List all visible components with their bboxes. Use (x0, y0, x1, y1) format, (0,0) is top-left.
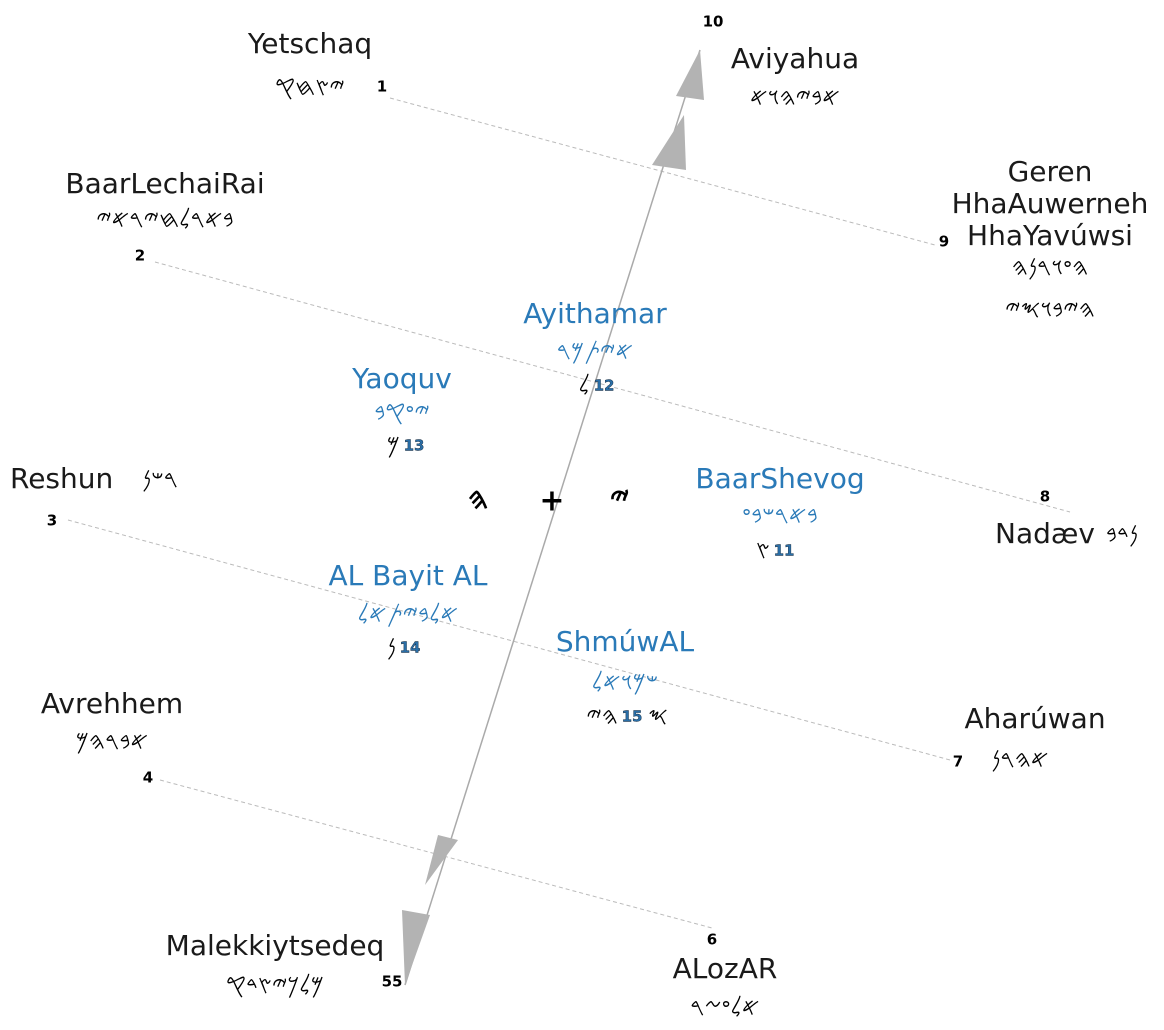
node-name: Ayithamar (523, 297, 667, 330)
node-name: HhaYavúwsi (967, 219, 1133, 252)
node-prefix: 𐤄𐤉 (586, 702, 618, 730)
node-script: 𐤁𐤀𐤓𐤋𐤇𐤉𐤓𐤀𐤉 (96, 205, 234, 233)
node-script: 𐤉𐤑𐤇𐤒 (275, 73, 345, 101)
node-script: 𐤍𐤃𐤁 (1106, 520, 1138, 548)
link (159, 779, 713, 929)
node-number: 9 (939, 233, 949, 251)
center-glyph: 𐤄 (468, 482, 488, 517)
node-number: 1 (377, 78, 387, 96)
node-number: 11 (774, 542, 795, 560)
node-script: 𐤌𐤋𐤊𐤉𐤑𐤃𐤒 (226, 971, 324, 999)
node-script: 𐤀𐤄𐤓𐤍 (991, 745, 1048, 773)
node-name: ShmúwAL (556, 625, 695, 658)
node-script: 𐤉𐤏𐤒𐤁 (374, 398, 430, 426)
node-number: 7 (953, 753, 963, 771)
node-number: 13 (404, 437, 425, 455)
center-glyph: + (539, 484, 564, 519)
node-name: ALozAR (673, 952, 778, 985)
node-script: 𐤀𐤁𐤉𐤄𐤅𐤀 (750, 83, 840, 111)
node-number: 8 (1040, 488, 1050, 506)
center-glyph: 𐤉 (610, 482, 629, 517)
node-name: BaarShevog (695, 462, 864, 495)
node-script: 𐤀𐤁𐤓𐤄𐤌 (76, 727, 149, 755)
node-name: Aviyahua (731, 42, 859, 75)
node-script: 𐤔𐤌𐤅𐤀𐤋 (592, 668, 659, 696)
node-number: 12 (594, 377, 615, 395)
node-number: 15 (622, 708, 643, 726)
node-number: 55 (382, 973, 403, 991)
node-script: 𐤀𐤋𐤏𐤆𐤓 (690, 993, 759, 1021)
node-script: 𐤀𐤉𐤕𐤌𐤓 (557, 337, 634, 365)
node-prefix: 𐤑 (756, 536, 770, 564)
arrow (676, 50, 704, 100)
node-number: 6 (707, 931, 717, 949)
arrow (652, 115, 686, 170)
node-number: 2 (135, 247, 145, 265)
node-name: Nadæv (995, 517, 1095, 550)
axis-line (404, 49, 701, 986)
node-name: Reshun (10, 462, 113, 495)
node-script: 𐤄𐤏𐤅𐤓𐤍𐤄 (1012, 253, 1089, 281)
node-prefix: 𐤋 (579, 371, 590, 399)
node-suffix: 𐤎 (648, 702, 668, 730)
node-name: Avrehhem (41, 687, 183, 720)
node-prefix: 𐤌 (387, 431, 400, 459)
node-name: Malekkiytsedeq (166, 929, 385, 962)
node-name: BaarLechaiRai (65, 167, 264, 200)
node-number: 14 (400, 639, 421, 657)
node-name: Geren (1008, 155, 1093, 188)
arrow (402, 910, 430, 985)
node-script: 𐤁𐤀𐤓𐤔𐤁𐤏 (742, 501, 818, 529)
node-name: Aharúwan (964, 702, 1105, 735)
node-number: 4 (143, 769, 153, 787)
node-name: AL Bayit AL (328, 559, 487, 592)
node-number: 3 (47, 512, 57, 530)
link (389, 97, 936, 246)
node-name: Yetschaq (247, 27, 372, 60)
node-number: 10 (703, 13, 724, 31)
node-prefix: 𐤍 (387, 633, 396, 661)
node-script: 𐤀𐤋𐤁𐤉𐤕𐤀𐤋 (358, 600, 459, 628)
arrow (425, 835, 458, 885)
node-script: 𐤓𐤔𐤍 (142, 465, 178, 493)
link (67, 519, 951, 761)
node-script: 𐤄𐤉𐤁𐤅𐤎𐤉 (1005, 295, 1095, 323)
node-name: Yaoquv (351, 362, 452, 395)
node-name: HhaAuwerneh (952, 187, 1149, 220)
